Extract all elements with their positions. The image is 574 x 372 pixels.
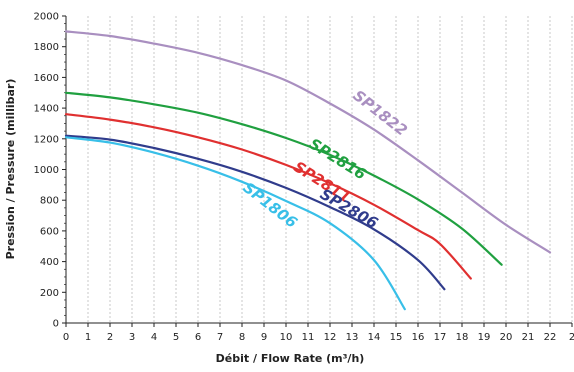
x-tick-label: 4 xyxy=(151,332,157,343)
series-lines xyxy=(64,30,552,311)
x-tick-label: 13 xyxy=(346,332,359,343)
y-tick-label: 600 xyxy=(40,226,59,237)
series-label-sp1806: SP1806 xyxy=(240,178,301,231)
series-label-sp1822: SP1822 xyxy=(350,86,411,139)
y-tick-label: 1000 xyxy=(34,165,59,176)
x-tick-label: 2 xyxy=(107,332,113,343)
y-tick-label: 1600 xyxy=(34,73,59,84)
x-tick-label: 19 xyxy=(478,332,491,343)
x-tick-labels: 0 1 2 3 4 5 6 7 8 9 10 11 12 13 14 15 16 17 18 19 20 21 22 2 xyxy=(63,332,574,343)
x-tick-label: 22 xyxy=(544,332,557,343)
x-tick-label: 21 xyxy=(522,332,535,343)
y-axis-title: Pression / Pressure (millibar) xyxy=(4,79,17,260)
x-tick-label: 15 xyxy=(390,332,403,343)
x-tick-label: 7 xyxy=(217,332,223,343)
y-tick-label: 2000 xyxy=(34,12,59,23)
grid xyxy=(87,16,573,323)
x-tick-label: 18 xyxy=(456,332,469,343)
x-tick-label: 12 xyxy=(324,332,337,343)
x-tick-label: 3 xyxy=(129,332,135,343)
x-axis-title: Débit / Flow Rate (m³/h) xyxy=(216,352,365,365)
x-tick-label: 6 xyxy=(195,332,201,343)
x-tick-label: 2 xyxy=(569,332,574,343)
y-tick-label: 1400 xyxy=(34,104,59,115)
x-tick-label: 5 xyxy=(173,332,179,343)
series-line-sp2811 xyxy=(64,113,472,280)
x-tick-label: 20 xyxy=(500,332,513,343)
x-tick-label: 11 xyxy=(302,332,315,343)
axes xyxy=(62,15,573,327)
x-tick-label: 10 xyxy=(280,332,293,343)
y-tick-label: 800 xyxy=(40,196,59,207)
y-tick-labels: 0 200 400 600 800 1000 1200 1400 1600 1800 2000 xyxy=(34,12,59,330)
y-tick-label: 0 xyxy=(53,319,59,330)
y-tick-label: 400 xyxy=(40,257,59,268)
y-tick-label: 1800 xyxy=(34,42,59,53)
x-tick-label: 17 xyxy=(434,332,447,343)
x-tick-label: 8 xyxy=(239,332,245,343)
x-tick-label: 0 xyxy=(63,332,69,343)
x-tick-label: 16 xyxy=(412,332,425,343)
y-tick-label: 200 xyxy=(40,288,59,299)
series-line-sp2806 xyxy=(64,134,446,291)
series-line-sp1822 xyxy=(64,30,552,254)
x-tick-label: 1 xyxy=(85,332,91,343)
series-line-sp1806 xyxy=(64,136,406,311)
x-tick-label: 9 xyxy=(261,332,267,343)
series-line-sp2816 xyxy=(64,91,503,266)
y-tick-label: 1200 xyxy=(34,134,59,145)
x-tick-label: 14 xyxy=(368,332,381,343)
